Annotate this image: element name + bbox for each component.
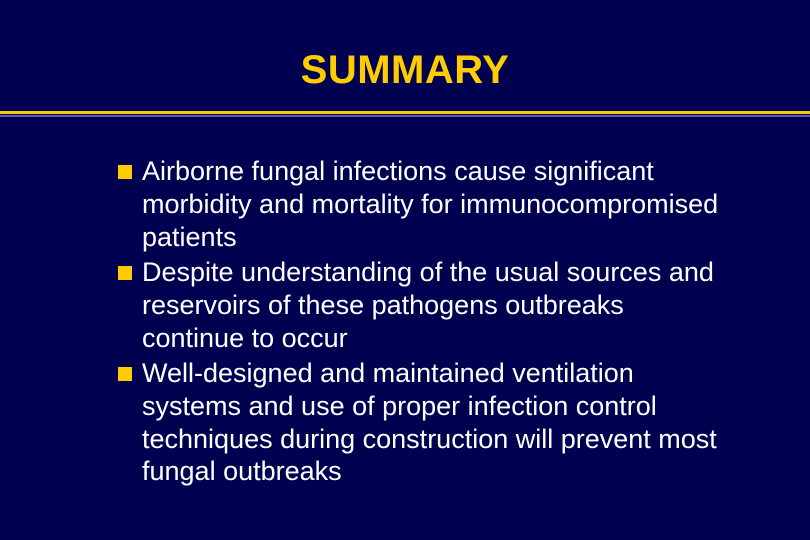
bullet-text: Airborne fungal infections cause signifi… — [142, 155, 730, 254]
slide: SUMMARY Airborne fungal infections cause… — [0, 0, 810, 540]
bullet-text: Despite understanding of the usual sourc… — [142, 256, 730, 355]
square-bullet-icon — [118, 367, 132, 381]
list-item: Airborne fungal infections cause signifi… — [118, 155, 730, 254]
slide-title: SUMMARY — [0, 0, 810, 111]
list-item: Well-designed and maintained ventilation… — [118, 357, 730, 489]
list-item: Despite understanding of the usual sourc… — [118, 256, 730, 355]
square-bullet-icon — [118, 165, 132, 179]
square-bullet-icon — [118, 266, 132, 280]
divider-line-top — [0, 111, 810, 114]
divider-line-bottom — [0, 115, 810, 117]
title-divider — [0, 111, 810, 117]
slide-content: Airborne fungal infections cause signifi… — [0, 117, 810, 488]
bullet-text: Well-designed and maintained ventilation… — [142, 357, 730, 489]
